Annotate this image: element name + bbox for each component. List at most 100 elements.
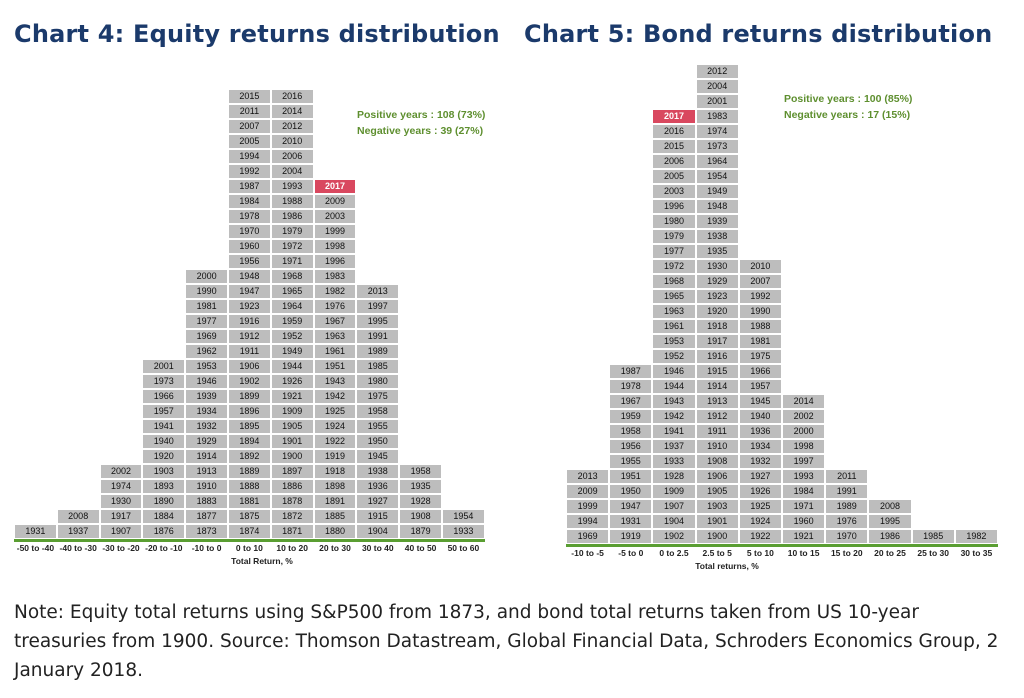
equity-year-cell: 1923 — [228, 299, 271, 314]
bond-year-cell: 1924 — [738, 514, 782, 529]
equity-year-cell: 1967 — [313, 314, 357, 329]
equity-year-cell: 1925 — [313, 404, 357, 419]
equity-year-cell: 1940 — [142, 434, 186, 449]
bond-year-cell: 1909 — [652, 484, 696, 499]
equity-year-cell: 1883 — [185, 494, 228, 509]
equity-year-cell: 1951 — [313, 359, 357, 374]
bond-year-cell: 1944 — [652, 379, 696, 394]
equity-year-cell: 1968 — [270, 269, 314, 284]
bond-x-tick-label: 15 to 20 — [830, 548, 863, 558]
equity-year-cell: 1937 — [56, 524, 100, 539]
bond-year-cell: 2017 — [652, 109, 696, 124]
equity-year-cell: 1970 — [228, 224, 271, 239]
equity-year-cell: 1999 — [313, 224, 357, 239]
equity-x-tick-label: -50 to -40 — [16, 543, 55, 553]
bond-year-cell: 1913 — [695, 394, 739, 409]
bond-year-cell: 1958 — [609, 424, 653, 439]
equity-year-cell: 1911 — [228, 344, 271, 359]
bond-year-cell: 1954 — [695, 169, 739, 184]
equity-year-cell: 1872 — [270, 509, 314, 524]
equity-year-cell: 1929 — [185, 434, 228, 449]
bond-year-cell: 1906 — [695, 469, 739, 484]
equity-x-tick-label: 40 to 50 — [404, 543, 437, 553]
equity-year-cell: 2014 — [270, 104, 314, 119]
equity-year-cell: 1921 — [270, 389, 314, 404]
equity-year-cell: 1985 — [356, 359, 400, 374]
equity-year-cell: 1988 — [270, 194, 314, 209]
equity-year-cell: 1900 — [270, 449, 314, 464]
equity-year-cell: 1974 — [99, 479, 143, 494]
bond-year-cell: 1925 — [738, 499, 782, 514]
bond-year-cell: 2007 — [738, 274, 782, 289]
equity-year-cell: 1905 — [270, 419, 314, 434]
equity-year-cell: 1977 — [185, 314, 228, 329]
equity-year-cell: 1932 — [185, 419, 228, 434]
equity-year-cell: 1890 — [142, 494, 186, 509]
bond-year-cell: 2003 — [652, 184, 696, 199]
equity-year-cell: 1964 — [270, 299, 314, 314]
equity-year-cell: 1946 — [185, 374, 228, 389]
equity-year-cell: 1916 — [228, 314, 271, 329]
bond-year-cell: 1942 — [652, 409, 696, 424]
bond-year-cell: 2009 — [566, 484, 610, 499]
equity-year-cell: 2008 — [56, 509, 100, 524]
bond-year-cell: 1946 — [652, 364, 696, 379]
equity-year-cell: 1934 — [185, 404, 228, 419]
equity-year-cell: 1930 — [99, 494, 143, 509]
equity-year-cell: 1886 — [270, 479, 314, 494]
equity-x-axis-label: Total Return, % — [231, 556, 293, 566]
equity-year-cell: 1917 — [99, 509, 143, 524]
equity-year-cell: 1873 — [185, 524, 228, 539]
equity-year-cell: 1994 — [228, 149, 271, 164]
equity-year-cell: 1993 — [270, 179, 314, 194]
equity-year-cell: 1955 — [356, 419, 400, 434]
bond-year-cell: 1964 — [695, 154, 739, 169]
bond-year-cell: 1949 — [695, 184, 739, 199]
equity-year-cell: 1945 — [356, 449, 400, 464]
equity-year-cell: 2009 — [313, 194, 357, 209]
bond-year-cell: 1933 — [652, 454, 696, 469]
bond-year-cell: 1993 — [782, 469, 826, 484]
equity-year-cell: 2017 — [313, 179, 357, 194]
equity-year-cell: 1908 — [399, 509, 442, 524]
equity-year-cell: 1997 — [356, 299, 400, 314]
equity-year-cell: 1898 — [313, 479, 357, 494]
bond-year-cell: 1941 — [652, 424, 696, 439]
equity-year-cell: 1899 — [228, 389, 271, 404]
bond-year-cell: 2000 — [782, 424, 826, 439]
bond-year-cell: 1959 — [609, 409, 653, 424]
equity-year-cell: 1922 — [313, 434, 357, 449]
bond-year-cell: 1952 — [652, 349, 696, 364]
chart-5-title: Chart 5: Bond returns distribution — [524, 20, 993, 48]
equity-year-cell: 1939 — [185, 389, 228, 404]
equity-year-cell: 2013 — [356, 284, 400, 299]
bond-year-cell: 1960 — [782, 514, 826, 529]
bond-year-cell: 1986 — [868, 529, 912, 544]
equity-year-cell: 1915 — [356, 509, 400, 524]
bond-year-cell: 1990 — [738, 304, 782, 319]
bond-year-cell: 1927 — [738, 469, 782, 484]
bond-year-cell: 1953 — [652, 334, 696, 349]
bond-year-cell: 1918 — [695, 319, 739, 334]
equity-year-cell: 1950 — [356, 434, 400, 449]
equity-year-cell: 1912 — [228, 329, 271, 344]
equity-year-cell: 1962 — [185, 344, 228, 359]
bond-x-tick-label: -10 to -5 — [571, 548, 604, 558]
bond-year-cell: 1951 — [609, 469, 653, 484]
chart-4-negative-years: Negative years : 39 (27%) — [357, 125, 484, 137]
bond-year-cell: 1989 — [825, 499, 869, 514]
bond-year-cell: 2013 — [566, 469, 610, 484]
chart-4-positive-years: Positive years : 108 (73%) — [357, 109, 486, 121]
equity-year-cell: 1889 — [228, 464, 271, 479]
equity-year-cell: 2001 — [142, 359, 186, 374]
bond-year-cell: 1987 — [609, 364, 653, 379]
bond-year-cell: 1985 — [911, 529, 955, 544]
bond-year-cell: 2008 — [868, 499, 912, 514]
bond-year-cell: 1971 — [782, 499, 826, 514]
bond-year-cell: 1968 — [652, 274, 696, 289]
equity-year-cell: 1965 — [270, 284, 314, 299]
equity-x-tick-label: 10 to 20 — [276, 543, 309, 553]
equity-year-cell: 1956 — [228, 254, 271, 269]
bond-year-cell: 1936 — [738, 424, 782, 439]
bond-year-cell: 1902 — [652, 529, 696, 544]
